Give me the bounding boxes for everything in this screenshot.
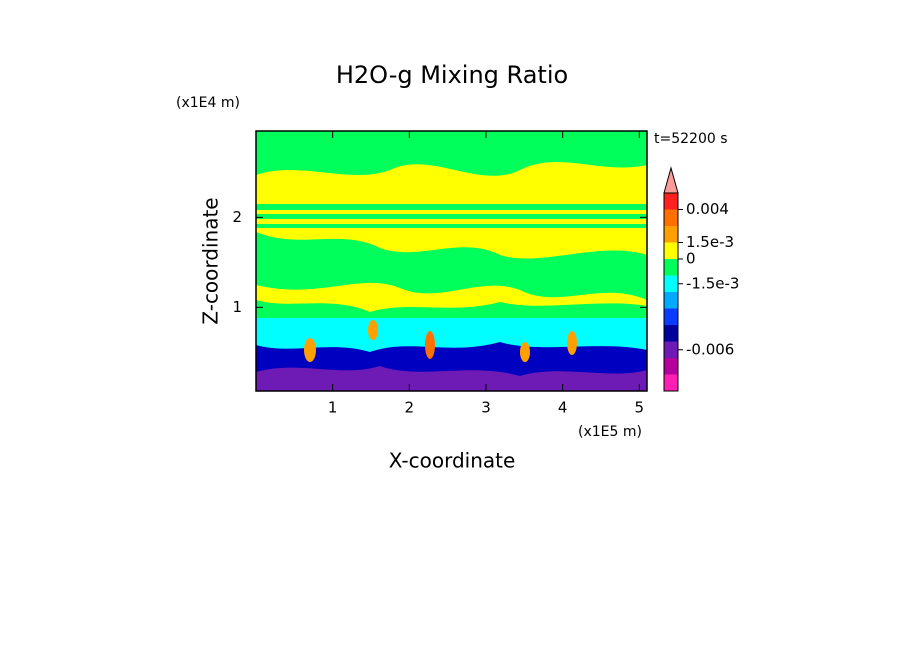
colorbar-swatch: [664, 275, 678, 292]
contour-region: [520, 342, 530, 362]
contour-region: [567, 331, 577, 355]
x-tick-label: 5: [635, 399, 645, 417]
chart-title: H2O-g Mixing Ratio: [336, 61, 568, 89]
x-axis-label: X-coordinate: [389, 449, 516, 473]
contour-region: [256, 204, 647, 210]
contour-region: [256, 214, 647, 219]
contour-field: [256, 131, 647, 391]
colorbar-swatch: [664, 259, 678, 276]
x-multiplier: (x1E5 m): [578, 424, 642, 440]
colorbar-swatch: [664, 308, 678, 325]
y-tick-label: 1: [232, 298, 242, 316]
time-label: t=52200 s: [654, 131, 728, 147]
contour-region: [256, 131, 647, 176]
x-tick-label: 3: [481, 399, 491, 417]
colorbar-swatch: [664, 209, 678, 226]
colorbar-swatch: [664, 374, 678, 391]
colorbar-label: 0: [686, 250, 696, 268]
colorbar-swatch: [664, 325, 678, 342]
colorbar-label: 0.004: [686, 200, 729, 218]
colorbar-label: 1.5e-3: [686, 233, 734, 251]
plot-frame: [255, 130, 648, 392]
y-axis-label: Z-coordinate: [199, 197, 223, 324]
colorbar-swatch: [664, 193, 678, 210]
contour-region: [368, 320, 378, 340]
colorbar-label: -1.5e-3: [686, 274, 739, 292]
colorbar-swatch: [664, 226, 678, 243]
x-tick-label: 4: [558, 399, 568, 417]
contour-region: [256, 224, 647, 228]
colorbar-swatch: [664, 341, 678, 358]
contour-region: [256, 366, 647, 391]
colorbar-frame: [663, 192, 679, 392]
colorbar-swatch: [664, 242, 678, 259]
contour-region: [425, 331, 435, 359]
x-tick-label: 2: [405, 399, 415, 417]
contour-region: [256, 232, 647, 300]
x-tick-label: 1: [328, 399, 338, 417]
y-tick-label: 2: [232, 208, 242, 226]
contour-region: [304, 338, 316, 362]
colorbar-extension: [663, 166, 679, 194]
y-multiplier: (x1E4 m): [176, 95, 240, 111]
colorbar-swatch: [664, 358, 678, 375]
colorbar-label: -0.006: [686, 340, 734, 358]
colorbar-swatch: [664, 292, 678, 309]
